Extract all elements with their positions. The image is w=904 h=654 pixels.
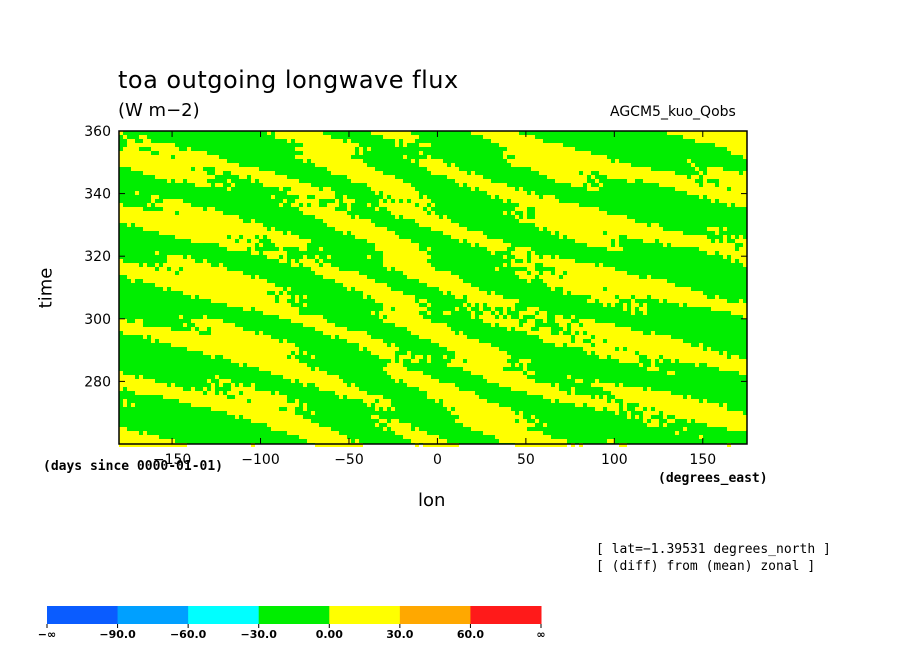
x-tick-label: 150 bbox=[689, 452, 716, 468]
colorbar-label: ∞ bbox=[536, 628, 545, 641]
heatmap-field bbox=[119, 131, 747, 447]
colorbar-swatch bbox=[188, 606, 260, 624]
y-tick-label: 360 bbox=[84, 124, 111, 140]
y-axis-label: time bbox=[35, 267, 57, 309]
colorbar-swatch bbox=[470, 606, 542, 624]
plot-frame bbox=[118, 130, 748, 445]
x-tick-label: 100 bbox=[601, 452, 628, 468]
colorbar-swatch bbox=[117, 606, 189, 624]
colorbar: −∞ −90.0 −60.0 −30.0 0.00 30.0 60.0 ∞ bbox=[38, 606, 546, 641]
colorbar-label: −60.0 bbox=[170, 628, 207, 641]
y-tick-label: 320 bbox=[84, 249, 111, 265]
colorbar-label: −30.0 bbox=[241, 628, 278, 641]
x-axis: −150 −100 −50 0 50 100 150 bbox=[153, 131, 716, 468]
colorbar-label: −∞ bbox=[38, 628, 56, 641]
diff-note: [ (diff) from (mean) zonal ] bbox=[596, 559, 816, 574]
x-axis-label: lon bbox=[418, 490, 446, 511]
chart-units: (W m−2) bbox=[118, 100, 200, 121]
chart-title: toa outgoing longwave flux bbox=[118, 66, 459, 94]
x-tick-label: 50 bbox=[517, 452, 535, 468]
colorbar-swatch bbox=[329, 606, 401, 624]
y-units-label: (days since 0000-01-01) bbox=[43, 459, 224, 474]
colorbar-label: 0.00 bbox=[316, 628, 343, 641]
y-tick-label: 300 bbox=[84, 312, 111, 328]
heatmap-positive-anomaly bbox=[119, 131, 747, 447]
y-tick-label: 340 bbox=[84, 187, 111, 203]
colorbar-label: 30.0 bbox=[386, 628, 413, 641]
x-tick-label: −50 bbox=[334, 452, 364, 468]
x-tick-label: −100 bbox=[241, 452, 279, 468]
y-axis: 280 300 320 340 360 bbox=[84, 124, 747, 390]
x-units-label: (degrees_east) bbox=[658, 471, 768, 486]
colorbar-swatch bbox=[399, 606, 471, 624]
dataset-label: AGCM5_kuo_Qobs bbox=[610, 104, 736, 120]
x-tick-label: −150 bbox=[153, 452, 191, 468]
x-tick-label: 0 bbox=[433, 452, 442, 468]
y-tick-label: 280 bbox=[84, 374, 111, 390]
colorbar-label: −90.0 bbox=[99, 628, 136, 641]
latitude-note: [ lat=−1.39531 degrees_north ] bbox=[596, 542, 831, 557]
colorbar-label: 60.0 bbox=[457, 628, 484, 641]
colorbar-swatch bbox=[47, 606, 119, 624]
colorbar-swatch bbox=[258, 606, 330, 624]
